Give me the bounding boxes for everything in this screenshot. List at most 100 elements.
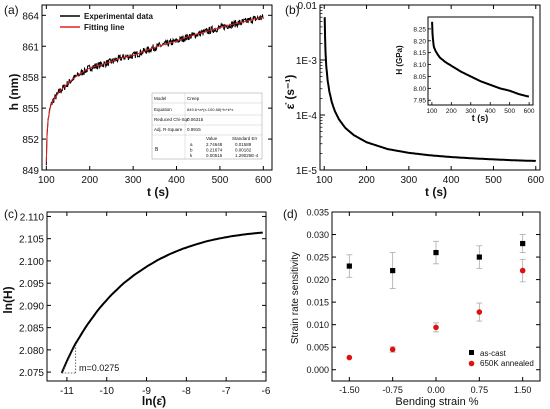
panel-b-xtick-label: 600 <box>527 175 544 186</box>
panel-a: (a) t (s) h (nm) 100 200 300 400 500 600 849 85… <box>4 3 273 199</box>
inset-series-hardness <box>431 21 530 98</box>
panel-a-ytick-label: 864 <box>22 11 39 22</box>
panel-a-legend: Experimental data Fitting line <box>60 12 153 32</box>
panel-d-ytick-label: 0.015 <box>306 298 329 308</box>
panel-c-ytick-label: 2.105 <box>19 235 44 246</box>
panel-c-xtick-label: -7 <box>222 386 231 397</box>
panel-d-plot: -1.50 -0.75 0.00 0.75 1.50 0.000 0.005 0.010 0.0… <box>306 208 541 395</box>
panel-d-xlabel: Bending strain % <box>395 396 478 408</box>
inset-xtick-label: 500 <box>504 108 515 115</box>
fit-param-group-label: B <box>155 147 159 153</box>
panel-c-ytick-label: 2.100 <box>19 257 44 268</box>
inset-ytick-label: 8.25 <box>413 26 426 33</box>
panel-a-xlabel: t (s) <box>147 185 169 199</box>
fit-row-model-label: Model <box>154 96 166 101</box>
panel-c-xtick-label: -8 <box>182 386 191 397</box>
panel-a-ylabel: h (nm) <box>7 74 21 111</box>
panel-c-ylabel: ln(H) <box>1 286 15 313</box>
panel-b-xtick-label: 500 <box>485 175 502 186</box>
fit-param-a-value: 2.74648 <box>206 142 223 147</box>
fit-param-a: a <box>190 142 193 147</box>
panel-b-xtick-label: 200 <box>358 175 375 186</box>
panel-d-xtick-label: 1.50 <box>514 385 532 395</box>
series-fitting-line <box>45 16 264 162</box>
panel-b-xlabel: t (s) <box>425 185 447 199</box>
panel-a-ytick-label: 855 <box>22 104 39 115</box>
panel-a-ytick-label: 861 <box>22 42 39 53</box>
panel-c-ytick-label: 2.090 <box>19 301 44 312</box>
point-as-cast <box>346 263 352 269</box>
inset-xlabel: t (s) <box>472 113 489 123</box>
panel-b-inset: t (s) H (GPa) 100 200 300 400 500 600 7.95 8.00… <box>395 13 537 123</box>
panel-a-ytick-label: 852 <box>22 135 39 146</box>
panel-b-ytick-label: 0.01 <box>298 1 318 12</box>
inset-ylabel: H (GPa) <box>395 45 404 75</box>
fit-row-equation-value: 849.6+a*(x-100.68)^b+k*x <box>187 107 233 112</box>
panel-d-label: (d) <box>283 207 298 221</box>
inset-xtick-label: 600 <box>524 108 535 115</box>
panel-b-ytick-label: 1E-3 <box>296 56 318 67</box>
panel-d-xtick-label: 0.00 <box>427 385 445 395</box>
fit-col-stderr: Standard Err <box>232 136 258 141</box>
panel-a-frame <box>41 4 273 171</box>
legend-label-experimental: Experimental data <box>84 12 153 21</box>
fit-param-b: b <box>190 148 193 153</box>
inset-ytick-label: 8.15 <box>413 50 426 57</box>
panel-b-ytick-label: 1E-5 <box>296 166 318 177</box>
panel-d-xtick-label: -0.75 <box>382 385 403 395</box>
fit-row-chisqr-label: Reduced Chi-Sqr <box>154 117 189 122</box>
panel-d-ylabel: Strain rate sensitivity <box>290 252 301 344</box>
point-annealed <box>389 346 396 353</box>
panel-d-ytick-label: 0.020 <box>306 275 329 285</box>
panel-a-ytick-label: 849 <box>22 166 39 177</box>
legend-marker-annealed <box>468 360 475 367</box>
panel-c-xtick-label: -10 <box>100 386 115 397</box>
fit-col-value: Value <box>206 136 218 141</box>
panel-a-xtick-label: 300 <box>125 175 142 186</box>
panel-d-ytick-label: 0.005 <box>306 343 329 353</box>
fit-param-k-value: 0.00515 <box>206 153 223 158</box>
fit-param-b-err: 0.00182 <box>235 148 252 153</box>
inset-background <box>410 13 537 105</box>
panel-c-xtick-label: -11 <box>60 386 74 397</box>
panel-d-frame <box>331 211 541 382</box>
legend-label-as-cast: as-cast <box>480 349 507 358</box>
panel-c: (c) ln(ε̇) ln(H) -11 -10 -9 -8 -7 -6 2.075 2.08… <box>1 207 271 408</box>
point-annealed <box>476 309 483 315</box>
slope-triangle-hypotenuse <box>61 344 77 374</box>
panel-a-xtick-label: 100 <box>38 175 55 186</box>
panel-a-ytick-label: 858 <box>22 73 39 84</box>
panel-d-ytick-label: 0.035 <box>306 208 329 218</box>
panel-a-xtick-label: 600 <box>255 175 272 186</box>
panel-c-xtick-label: -6 <box>262 386 271 397</box>
panel-b-xtick-label: 300 <box>401 175 418 186</box>
panel-c-ytick-label: 2.075 <box>19 368 44 379</box>
legend-label-annealed: 650K annealed <box>480 359 534 368</box>
point-as-cast <box>520 240 526 247</box>
panel-a-label: (a) <box>4 3 19 17</box>
panel-b: (b) t (s) ε̇ (s⁻¹) 100 200 300 400 500 600 1E-5… <box>283 1 545 199</box>
panel-a-plot: 100 200 300 400 500 600 849 852 855 858 861 864 <box>22 4 273 186</box>
inset-xtick-label: 400 <box>485 108 496 115</box>
fit-param-k: k <box>190 153 193 158</box>
slope-annotation: m=0.0275 <box>79 363 119 373</box>
panel-b-plot: 100 200 300 400 500 600 1E-5 1E-4 1E-3 0.01 <box>296 1 545 186</box>
panel-d-xtick-label: -1.50 <box>339 385 360 395</box>
panel-c-ytick-label: 2.110 <box>20 212 45 223</box>
inset-plot: 100 200 300 400 500 600 7.95 8.00 8.05 8.10 8.15 8.… <box>413 16 535 115</box>
panel-b-frame <box>319 4 541 171</box>
fit-row-chisqr-value: 0.06315 <box>187 117 204 122</box>
panel-d-ytick-label: 0.000 <box>306 365 329 375</box>
fit-row-equation-label: Equation <box>154 107 172 112</box>
point-annealed <box>433 324 439 331</box>
panel-b-xtick-label: 100 <box>316 175 333 186</box>
panel-b-ylabel: ε̇ (s⁻¹) <box>283 75 297 110</box>
inset-ytick-label: 8.05 <box>413 74 426 81</box>
fit-row-r2-value: 0.9915 <box>187 127 201 132</box>
panel-d-ytick-label: 0.025 <box>306 253 329 263</box>
series-lnH-vs-lnrate <box>60 231 263 374</box>
inset-xtick-label: 300 <box>465 108 476 115</box>
fit-row-r2-label: Adj. R-Square <box>154 127 183 132</box>
point-as-cast <box>390 267 396 274</box>
